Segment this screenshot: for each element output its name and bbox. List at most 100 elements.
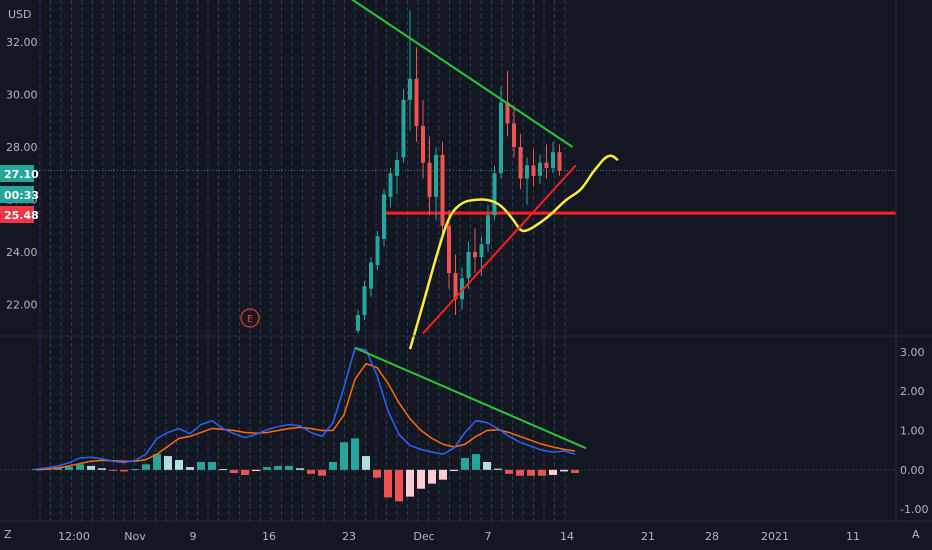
earnings-marker[interactable]: E — [240, 308, 260, 328]
macd-histogram-bar — [164, 456, 172, 470]
macd-histogram-bar — [538, 469, 546, 476]
auto-scale-button[interactable]: A — [912, 528, 920, 541]
time-tick-label: Dec — [413, 530, 434, 543]
candle-body — [388, 173, 393, 197]
time-tick-label: 9 — [190, 530, 197, 543]
candle-body — [382, 194, 386, 239]
macd-histogram-bar — [109, 469, 117, 471]
macd-histogram-bar — [571, 469, 579, 473]
price-pane — [0, 0, 896, 350]
macd-histogram-bar — [230, 469, 238, 473]
macd-histogram-bar — [274, 465, 282, 470]
macd-histogram-bar — [76, 464, 84, 470]
candle-body — [427, 162, 432, 197]
candle-body — [440, 154, 445, 226]
macd-tick-label: 0.00 — [900, 464, 925, 477]
candle-body — [401, 99, 406, 158]
price-tick-label: 32.00 — [6, 36, 38, 49]
moving-average-line[interactable] — [408, 154, 619, 350]
macd-histogram-bar — [186, 467, 194, 470]
candle-body — [395, 160, 399, 176]
resistance-trendline[interactable] — [345, 0, 574, 148]
macd-histogram-bar — [54, 467, 62, 470]
candle-body — [408, 78, 412, 100]
support-trendline[interactable] — [422, 164, 577, 335]
timezone-button[interactable]: Z — [4, 528, 12, 541]
macd-histogram-bar — [384, 469, 392, 498]
macd-histogram-bar — [252, 469, 260, 472]
macd-tick-label: -1.00 — [900, 503, 928, 516]
candle-body — [479, 244, 484, 258]
candle-body — [356, 315, 360, 331]
candle-body — [414, 78, 419, 126]
candle-body — [525, 165, 529, 179]
support-price-tag-bg — [0, 206, 34, 223]
macd-resistance-trendline[interactable] — [354, 346, 587, 450]
macd-histogram-bar — [428, 469, 436, 484]
candle-body — [557, 152, 562, 171]
candle-body — [460, 278, 464, 300]
macd-tick-label: 3.00 — [900, 346, 925, 359]
price-tick-label: 28.00 — [6, 141, 38, 154]
candle-body — [531, 165, 536, 176]
macd-histogram-bar — [208, 461, 216, 470]
candle-body — [473, 252, 477, 258]
macd-histogram-bar — [142, 464, 150, 470]
countdown-tag-text: 00:33 — [4, 189, 39, 202]
macd-histogram-bar — [351, 438, 359, 470]
macd-tick-label: 1.00 — [900, 425, 925, 438]
candle-body — [486, 215, 490, 245]
time-tick-label: 2021 — [761, 530, 789, 543]
macd-histogram-bar — [98, 468, 106, 470]
candle-body — [421, 126, 425, 163]
macd-histogram-bar — [362, 456, 370, 470]
candle-body — [538, 162, 542, 176]
candle-body — [369, 262, 373, 289]
price-tick-label: 30.00 — [6, 89, 38, 102]
macd-histogram-bar — [439, 469, 447, 480]
candle-body — [362, 286, 367, 315]
candle-body — [492, 173, 497, 216]
macd-histogram-bar — [329, 461, 337, 470]
time-tick-label: Nov — [124, 530, 146, 543]
macd-histogram-bar — [296, 468, 304, 470]
support-price-tag: 25.48 — [0, 206, 39, 223]
candle-body — [434, 154, 438, 197]
time-axis[interactable]: 12:00 Nov 9 16 23 Dec 7 14 21 28 2021 11 — [58, 530, 860, 543]
macd-histogram-bar — [373, 469, 381, 478]
macd-histogram-bar — [318, 469, 326, 476]
macd-histogram-bar — [549, 469, 557, 475]
time-tick-label: 23 — [342, 530, 356, 543]
countdown-tag: 00:33 — [0, 186, 39, 203]
macd-axis-right[interactable]: -1.00 0.00 1.00 2.00 3.00 — [900, 346, 928, 516]
macd-histogram-bar — [219, 469, 227, 471]
candle-body — [512, 123, 516, 147]
last-price-tag-bg — [0, 165, 34, 182]
macd-histogram-bar — [197, 461, 205, 470]
macd-tick-label: 2.00 — [900, 385, 925, 398]
last-price-tag-text: 27.10 — [4, 168, 39, 181]
candle-body — [447, 225, 451, 273]
macd-line[interactable] — [35, 347, 576, 470]
price-tick-label: 24.00 — [6, 246, 38, 259]
macd-histogram-bar — [307, 469, 315, 474]
macd-histogram-bar — [472, 454, 480, 470]
macd-histogram-bar — [131, 469, 139, 471]
signal-line[interactable] — [35, 362, 576, 471]
macd-histogram-bar — [120, 469, 128, 472]
earnings-marker-circle — [240, 308, 260, 328]
candle-body — [505, 102, 510, 124]
macd-histogram-bar — [263, 467, 271, 470]
time-tick-label: 28 — [705, 530, 719, 543]
candle-body — [453, 273, 458, 300]
candle-body — [518, 147, 523, 179]
time-tick-label: 21 — [641, 530, 655, 543]
macd-histogram-bar — [483, 461, 491, 470]
candle-body — [551, 152, 555, 168]
vertical-grid-lines — [39, 0, 566, 521]
time-tick-label: 14 — [560, 530, 574, 543]
time-tick-label: 16 — [262, 530, 276, 543]
macd-histogram-bar — [527, 469, 535, 476]
